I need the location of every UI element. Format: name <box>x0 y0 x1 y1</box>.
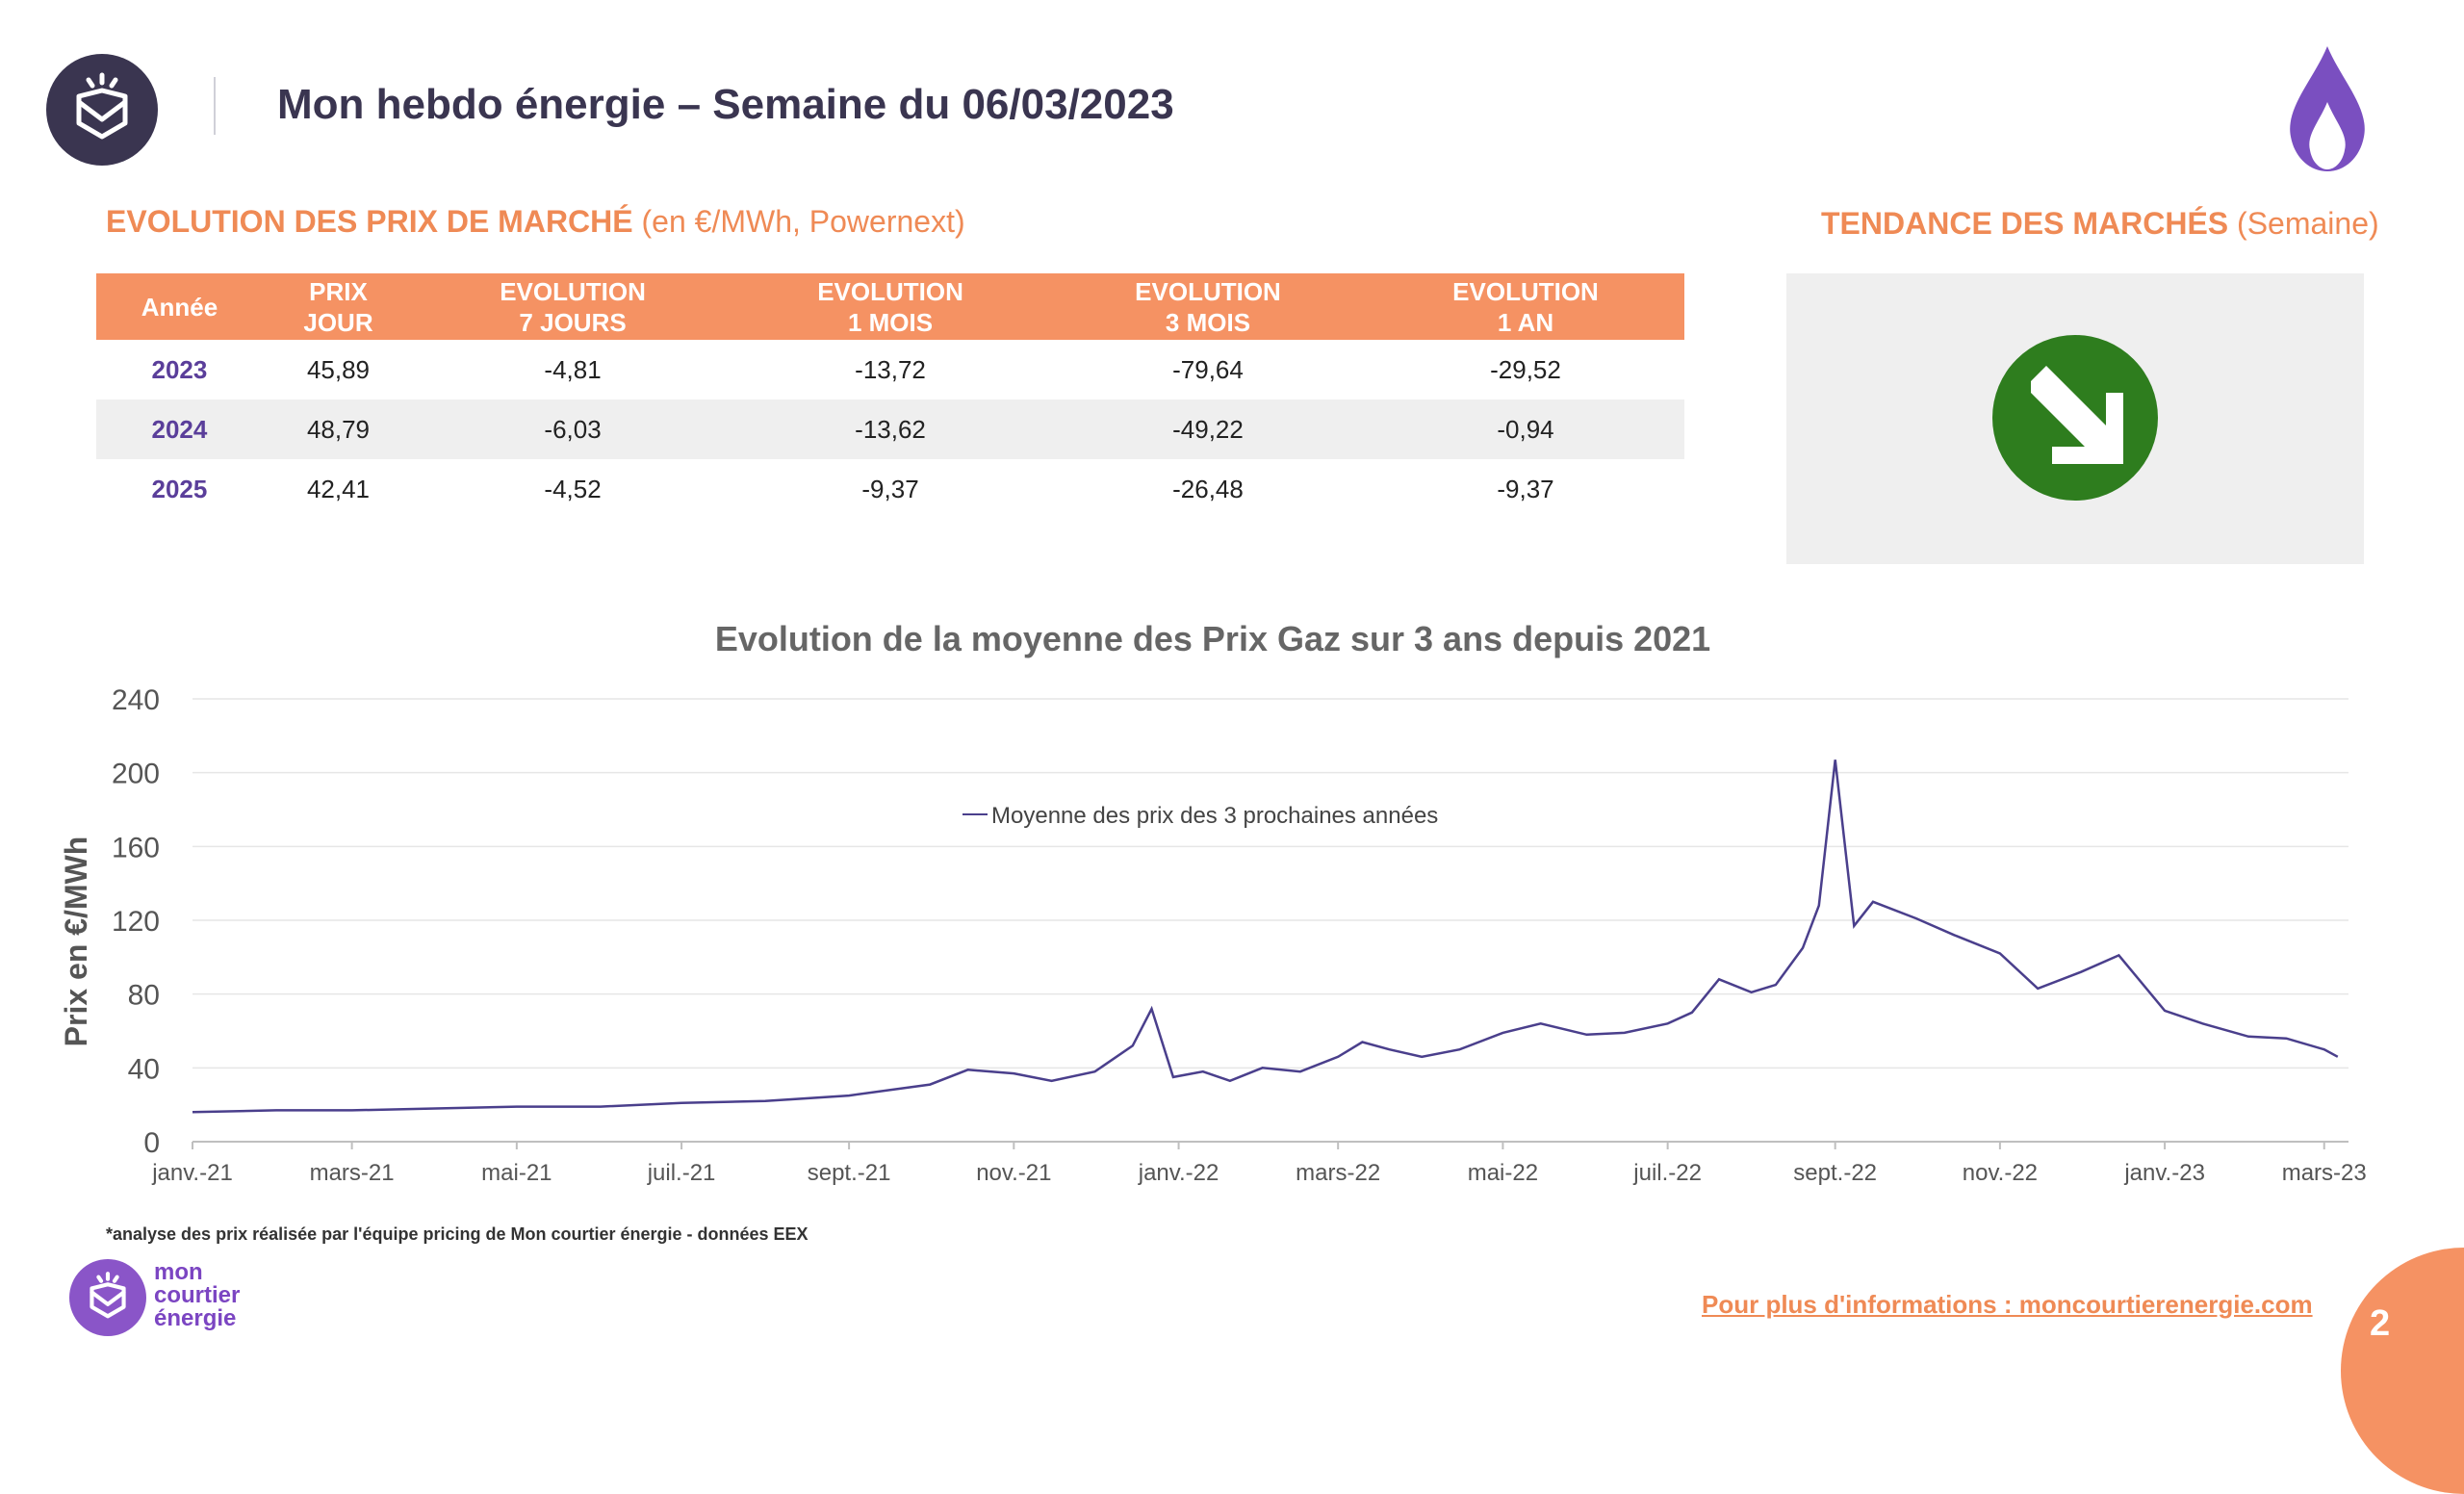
x-tick-label: janv.-21 <box>151 1160 233 1186</box>
x-tick-label: mars-22 <box>1296 1160 1380 1186</box>
prices-heading-bold: EVOLUTION DES PRIX DE MARCHÉ <box>106 204 633 239</box>
gas-flame-icon <box>2290 46 2365 171</box>
table-cell: -4,81 <box>544 354 602 384</box>
table-cell: 42,41 <box>306 474 371 503</box>
trend-heading-bold: TENDANCE DES MARCHÉS <box>1821 206 2229 241</box>
x-tick-label: juil.-21 <box>647 1160 716 1186</box>
x-tick-label: juil.-22 <box>1632 1160 1702 1186</box>
legend-label: Moyenne des prix des 3 prochaines années <box>991 803 1438 829</box>
prices-heading-light: (en €/MWh, Powernext) <box>641 204 965 239</box>
x-tick-label: nov.-21 <box>976 1160 1051 1186</box>
chart-title: Evolution de la moyenne des Prix Gaz sur… <box>715 619 1710 658</box>
brand-line: courtier <box>154 1282 241 1308</box>
y-tick-label: 240 <box>112 684 160 716</box>
page-number-badge <box>2341 1248 2464 1494</box>
envelope-sun-icon <box>69 1259 146 1336</box>
table-cell-year: 2025 <box>151 474 208 503</box>
table-row: 2024 48,79 -6,03 -13,62 -49,22 -0,94 <box>96 399 1684 459</box>
footnote: *analyse des prix réalisée par l'équipe … <box>106 1224 808 1244</box>
x-tick-label: janv.-22 <box>1138 1160 1219 1186</box>
table-header-row: Année PRIX JOUR EVOLUTION 7 JOURS EVOLUTIO… <box>96 273 1684 340</box>
trend-heading-light: (Semaine) <box>2237 206 2379 241</box>
col-header-evolution-7-days: EVOLUTION 7 JOURS <box>414 273 732 340</box>
gas-price-line-chart: Evolution de la moyenne des Prix Gaz sur… <box>59 619 2367 1186</box>
header-divider <box>214 77 216 135</box>
x-tick-label: mai-22 <box>1468 1160 1538 1186</box>
table-cell-year: 2024 <box>96 399 263 459</box>
table-cell: -9,37 <box>861 474 919 503</box>
y-tick-label: 80 <box>128 980 160 1012</box>
brand-line: énergie <box>154 1305 237 1331</box>
brand-name: mon courtier énergie <box>154 1261 240 1330</box>
x-tick-label: sept.-22 <box>1793 1160 1877 1186</box>
col-header-daily-price: PRIX JOUR <box>262 273 415 340</box>
table-cell: 45,89 <box>306 354 371 384</box>
series-line <box>192 760 2339 1114</box>
x-tick-label: mai-21 <box>481 1160 552 1186</box>
envelope-sun-icon <box>76 72 128 140</box>
table-row: 2023 45,89 -4,81 -13,72 -79,64 -29,52 <box>96 340 1684 399</box>
x-tick-label: mars-23 <box>2282 1160 2367 1186</box>
table-cell: -4,52 <box>544 474 602 503</box>
table-cell: -9,37 <box>1497 474 1554 503</box>
x-tick-label: mars-21 <box>310 1160 395 1186</box>
chart-y-axis-label: Prix en €/MWh <box>59 837 93 1047</box>
col-header-evolution-1-month: EVOLUTION 1 MOIS <box>732 273 1050 340</box>
more-info-link[interactable]: Pour plus d'informations : moncourtieren… <box>1702 1290 2313 1319</box>
table-cell-year: 2023 <box>151 354 208 384</box>
y-tick-label: 0 <box>143 1127 160 1159</box>
y-tick-label: 40 <box>128 1053 160 1085</box>
table-cell: -79,64 <box>1172 354 1244 384</box>
x-tick-label: janv.-23 <box>2123 1160 2205 1186</box>
table-cell: -6,03 <box>414 399 732 459</box>
chart-legend: Moyenne des prix des 3 prochaines années <box>962 803 1438 829</box>
x-tick-label: nov.-22 <box>1963 1160 2038 1186</box>
table-cell: -13,62 <box>732 399 1050 459</box>
brand-line: mon <box>154 1259 203 1285</box>
table-cell: 48,79 <box>262 399 415 459</box>
prices-section-heading: EVOLUTION DES PRIX DE MARCHÉ (en €/MWh, … <box>106 204 965 240</box>
page-title: Mon hebdo énergie – Semaine du 06/03/202… <box>277 81 1174 128</box>
table-row: 2025 42,41 -4,52 -9,37 -26,48 -9,37 <box>96 459 1684 519</box>
table-cell: -49,22 <box>1049 399 1367 459</box>
y-tick-label: 160 <box>112 832 160 863</box>
company-logo <box>46 54 158 166</box>
down-right-arrow-icon <box>1992 335 2158 501</box>
table-cell: -13,72 <box>855 354 926 384</box>
y-tick-label: 120 <box>112 906 160 938</box>
table-cell: -29,52 <box>1490 354 1561 384</box>
table-cell: -26,48 <box>1172 474 1244 503</box>
page-number: 2 <box>2370 1303 2391 1344</box>
col-header-evolution-1-year: EVOLUTION 1 AN <box>1366 273 1684 340</box>
col-header-evolution-3-months: EVOLUTION 3 MOIS <box>1049 273 1367 340</box>
market-price-table: Année PRIX JOUR EVOLUTION 7 JOURS EVOLUTIO… <box>96 273 1684 519</box>
table-cell: -0,94 <box>1366 399 1684 459</box>
trend-section-heading: TENDANCE DES MARCHÉS (Semaine) <box>1821 206 2379 242</box>
y-tick-label: 200 <box>112 759 160 790</box>
col-header-year: Année <box>96 273 263 340</box>
x-tick-label: sept.-21 <box>808 1160 891 1186</box>
